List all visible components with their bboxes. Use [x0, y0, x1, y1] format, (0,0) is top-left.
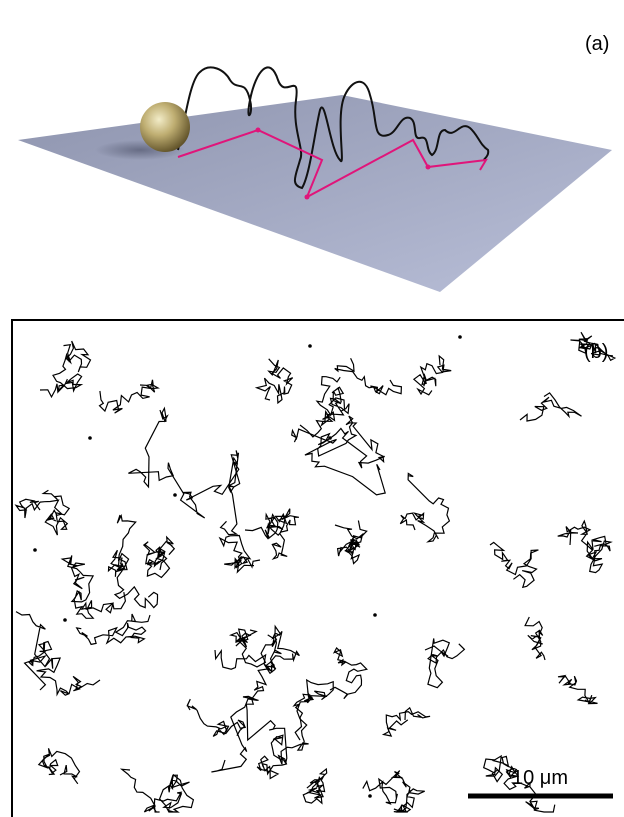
immobile-particle [458, 335, 462, 339]
immobile-particle [373, 613, 377, 617]
immobile-particle [368, 794, 372, 798]
immobile-particle [173, 493, 177, 497]
path-point [305, 195, 310, 200]
immobile-particle [88, 436, 92, 440]
page: Figure {"panel_a": {"label": "(a)"}, "pa… [0, 0, 624, 817]
panel-frame [12, 320, 624, 817]
path-point [256, 128, 261, 133]
figure: (a) (b) 10 μm [0, 0, 624, 817]
panel-a: (a) [18, 33, 612, 292]
sphere [140, 102, 190, 152]
immobile-particle [33, 548, 37, 552]
body: (a) (b) 10 μm (() => { const data = JSON… [0, 0, 624, 817]
panel-label: (a) [585, 33, 609, 55]
panel-label: (b) [584, 341, 608, 363]
panel-b: (b) 10 μm [12, 320, 624, 817]
immobile-particle [308, 344, 312, 348]
path-point [426, 165, 431, 170]
immobile-particle [63, 618, 67, 622]
scale-bar-label: 10 μm [512, 767, 568, 789]
